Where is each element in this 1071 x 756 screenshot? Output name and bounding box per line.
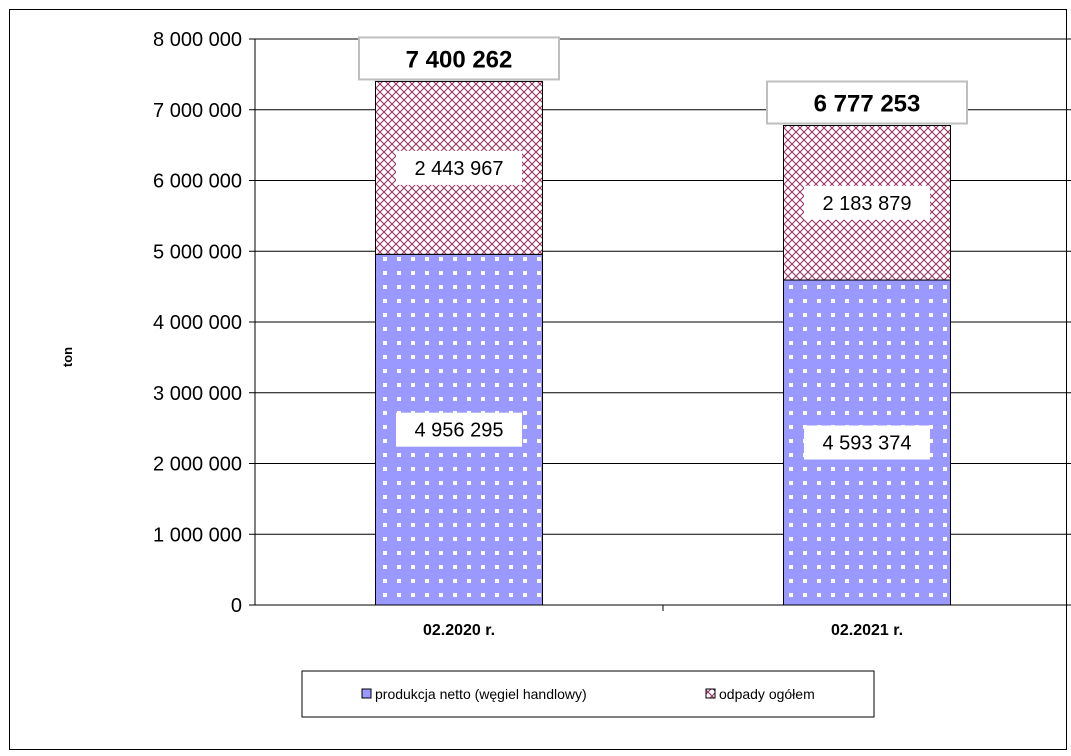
data-label: 4 956 295: [415, 420, 504, 442]
y-tick-label: 0: [231, 595, 242, 617]
y-tick-label: 2 000 000: [153, 454, 242, 476]
x-category-label: 02.2021 r.: [831, 622, 903, 639]
data-label: 2 443 967: [415, 158, 504, 180]
legend-box: [301, 670, 875, 718]
data-label-box: [396, 412, 522, 447]
y-tick-label: 8 000 000: [153, 29, 242, 51]
legend-label: produkcja netto (węgiel handlowy): [375, 686, 587, 702]
y-axis-label: ton: [60, 347, 75, 367]
data-label: 2 183 879: [823, 193, 912, 215]
y-tick-label: 4 000 000: [153, 312, 242, 334]
y-tick-label: 6 000 000: [153, 171, 242, 193]
legend: produkcja netto (węgiel handlowy) odpady …: [301, 670, 875, 718]
total-label-box: [358, 36, 560, 81]
y-tick-label: 1 000 000: [153, 524, 242, 546]
data-labels: 4 956 295 2 443 967 7 400 262 4 593 374 2 18…: [358, 36, 968, 460]
total-label: 7 400 262: [406, 46, 513, 73]
legend-swatch: [705, 688, 716, 699]
data-label-box: [396, 150, 522, 185]
data-label: 4 593 374: [823, 433, 912, 455]
x-category-label: 02.2020 r.: [423, 622, 495, 639]
data-label-box: [804, 185, 930, 220]
total-label: 6 777 253: [814, 91, 921, 118]
axes: 0 1 000 000 2 000 000 3 000 000 4 000 000 5 0…: [153, 29, 1071, 639]
y-tick-label: 5 000 000: [153, 241, 242, 263]
data-label-box: [804, 425, 930, 460]
total-label-box: [766, 80, 968, 125]
y-tick-label: 3 000 000: [153, 383, 242, 405]
legend-label: odpady ogółem: [719, 686, 815, 702]
legend-swatch: [361, 688, 372, 699]
y-tick-label: 7 000 000: [153, 100, 242, 122]
